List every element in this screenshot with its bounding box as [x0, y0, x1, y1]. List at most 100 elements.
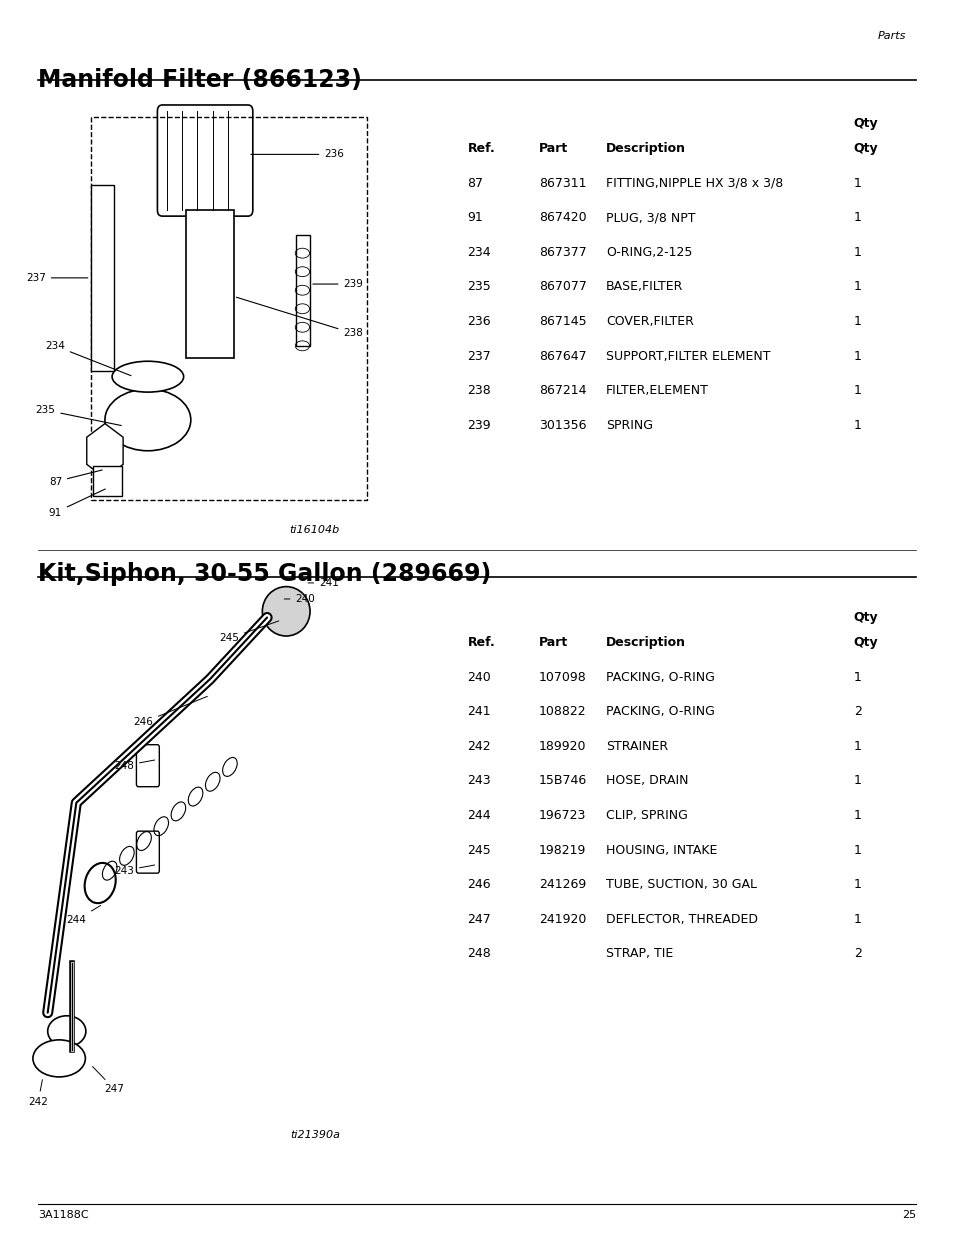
Text: 1: 1 — [853, 809, 861, 823]
Text: 242: 242 — [467, 740, 491, 753]
Text: 242: 242 — [29, 1079, 48, 1107]
Text: 237: 237 — [467, 350, 491, 363]
Ellipse shape — [105, 389, 191, 451]
Text: Description: Description — [605, 142, 685, 156]
Text: 2: 2 — [853, 947, 861, 961]
Text: PLUG, 3/8 NPT: PLUG, 3/8 NPT — [605, 211, 695, 225]
Text: 87: 87 — [49, 471, 102, 487]
Text: 1: 1 — [853, 211, 861, 225]
Text: Qty: Qty — [853, 117, 878, 131]
Text: 867077: 867077 — [538, 280, 586, 294]
Text: FITTING,NIPPLE HX 3/8 x 3/8: FITTING,NIPPLE HX 3/8 x 3/8 — [605, 177, 782, 190]
Text: STRAINER: STRAINER — [605, 740, 667, 753]
Text: 244: 244 — [467, 809, 491, 823]
Text: 189920: 189920 — [538, 740, 586, 753]
Text: HOSE, DRAIN: HOSE, DRAIN — [605, 774, 687, 788]
Text: O-RING,2-125: O-RING,2-125 — [605, 246, 692, 259]
Text: 1: 1 — [853, 774, 861, 788]
Text: 241269: 241269 — [538, 878, 586, 892]
Text: 867311: 867311 — [538, 177, 586, 190]
Ellipse shape — [112, 362, 183, 393]
Text: SPRING: SPRING — [605, 419, 652, 432]
Text: .: . — [853, 663, 857, 677]
Text: FILTER,ELEMENT: FILTER,ELEMENT — [605, 384, 708, 398]
Text: Part: Part — [538, 636, 568, 650]
Text: 243: 243 — [467, 774, 491, 788]
Text: 1: 1 — [853, 177, 861, 190]
Text: Qty: Qty — [853, 636, 878, 650]
Text: 1: 1 — [853, 878, 861, 892]
Bar — [295, 235, 310, 346]
Text: 238: 238 — [467, 384, 491, 398]
Text: 196723: 196723 — [538, 809, 586, 823]
Text: 238: 238 — [236, 298, 363, 338]
Text: 867145: 867145 — [538, 315, 586, 329]
Bar — [91, 185, 114, 370]
Text: 240: 240 — [467, 671, 491, 684]
Bar — [186, 210, 233, 358]
Text: ti16104b: ti16104b — [290, 525, 339, 535]
Text: 867420: 867420 — [538, 211, 586, 225]
Text: 1: 1 — [853, 246, 861, 259]
Text: Ref.: Ref. — [467, 142, 495, 156]
Text: 1: 1 — [853, 315, 861, 329]
Text: 241920: 241920 — [538, 913, 586, 926]
Text: TUBE, SUCTION, 30 GAL: TUBE, SUCTION, 30 GAL — [605, 878, 756, 892]
Text: 1: 1 — [853, 740, 861, 753]
Text: DEFLECTOR, THREADED: DEFLECTOR, THREADED — [605, 913, 757, 926]
FancyBboxPatch shape — [157, 105, 253, 216]
Text: 15B746: 15B746 — [538, 774, 587, 788]
Text: 237: 237 — [26, 273, 88, 283]
Text: Qty: Qty — [853, 142, 878, 156]
Text: 244: 244 — [67, 905, 101, 925]
Text: ti21390a: ti21390a — [290, 1130, 339, 1140]
Text: 247: 247 — [92, 1067, 124, 1094]
Text: 1: 1 — [853, 350, 861, 363]
Text: 1: 1 — [853, 671, 861, 684]
Ellipse shape — [262, 587, 310, 636]
Text: 91: 91 — [49, 489, 105, 517]
Text: HOUSING, INTAKE: HOUSING, INTAKE — [605, 844, 717, 857]
Text: 301356: 301356 — [538, 419, 586, 432]
Text: 108822: 108822 — [538, 705, 586, 719]
Text: 1: 1 — [853, 419, 861, 432]
Text: COVER,FILTER: COVER,FILTER — [605, 315, 693, 329]
Text: 91: 91 — [467, 211, 483, 225]
Text: 236: 236 — [467, 315, 491, 329]
Text: 241: 241 — [467, 705, 491, 719]
Text: 867377: 867377 — [538, 246, 586, 259]
Text: 245: 245 — [467, 844, 491, 857]
Text: 248: 248 — [467, 947, 491, 961]
Text: 240: 240 — [284, 594, 314, 604]
Text: 107098: 107098 — [538, 671, 586, 684]
Text: 1: 1 — [853, 384, 861, 398]
Ellipse shape — [48, 1015, 86, 1047]
Text: 2: 2 — [853, 705, 861, 719]
Text: 235: 235 — [467, 280, 491, 294]
Text: Qty: Qty — [853, 611, 878, 625]
Text: Manifold Filter (866123): Manifold Filter (866123) — [38, 68, 361, 91]
Text: 239: 239 — [467, 419, 491, 432]
Text: 1: 1 — [853, 280, 861, 294]
Text: Kit,Siphon, 30-55 Gallon (289669): Kit,Siphon, 30-55 Gallon (289669) — [38, 562, 491, 585]
Text: 248: 248 — [114, 760, 154, 771]
Text: Description: Description — [605, 636, 685, 650]
Text: SUPPORT,FILTER ELEMENT: SUPPORT,FILTER ELEMENT — [605, 350, 769, 363]
Text: 247: 247 — [467, 913, 491, 926]
Bar — [93, 466, 122, 496]
Text: 239: 239 — [313, 279, 363, 289]
Text: 234: 234 — [45, 341, 131, 375]
Text: PACKING, O-RING: PACKING, O-RING — [605, 705, 714, 719]
Text: 1: 1 — [853, 844, 861, 857]
Text: 246: 246 — [467, 878, 491, 892]
Text: 235: 235 — [35, 405, 121, 426]
Text: 234: 234 — [467, 246, 491, 259]
Text: 243: 243 — [114, 864, 154, 876]
Text: 87: 87 — [467, 177, 483, 190]
Text: 241: 241 — [308, 578, 338, 588]
Text: 236: 236 — [251, 149, 344, 159]
Text: Part: Part — [538, 142, 568, 156]
Text: BASE,FILTER: BASE,FILTER — [605, 280, 682, 294]
Text: 867214: 867214 — [538, 384, 586, 398]
Text: 246: 246 — [133, 697, 207, 727]
